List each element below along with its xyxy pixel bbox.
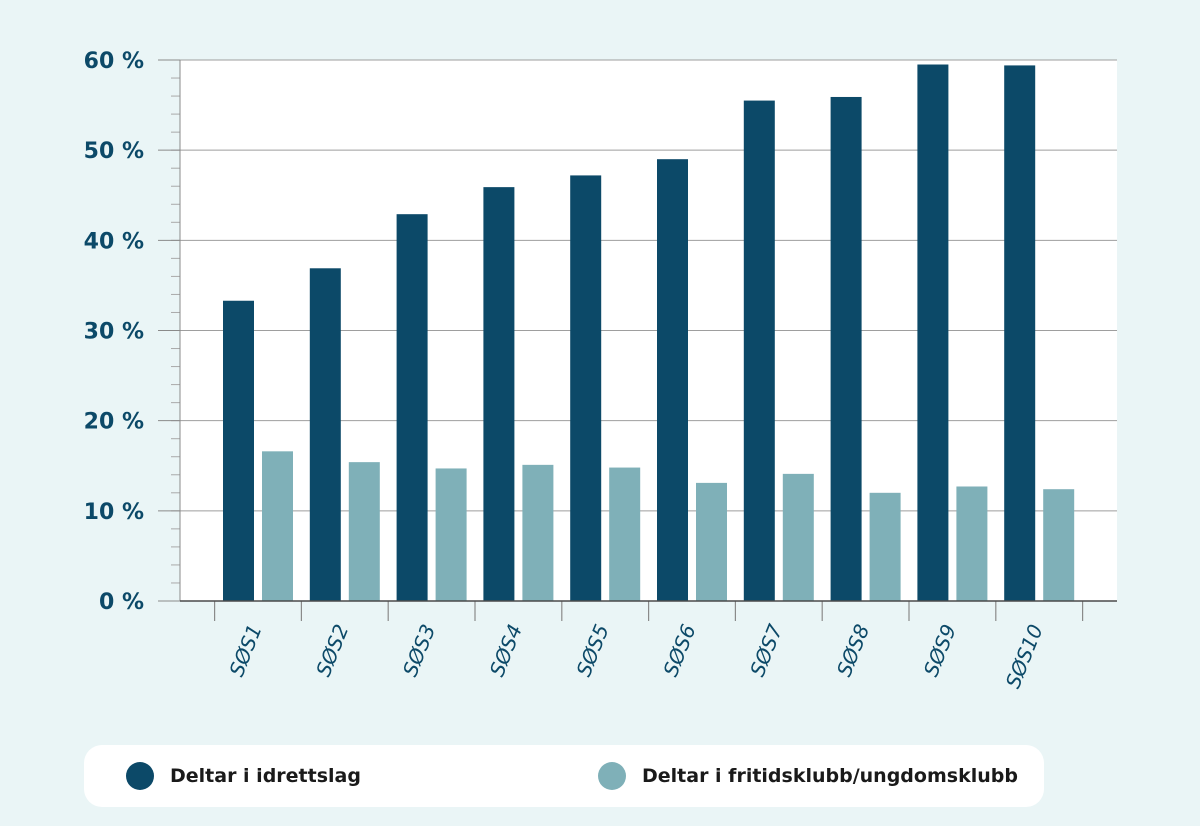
bar-idrettslag xyxy=(657,159,688,601)
x-tick-label: SØS8 xyxy=(832,621,874,680)
bar-fritidsklubb xyxy=(435,468,467,601)
bar-fritidsklubb xyxy=(609,467,641,601)
x-tick-label: SØS5 xyxy=(571,621,613,680)
legend-item-fritidsklubb: Deltar i fritidsklubb/ungdomsklubb xyxy=(598,745,1018,807)
x-tick-label: SØS4 xyxy=(485,621,527,680)
legend-label-fritidsklubb: Deltar i fritidsklubb/ungdomsklubb xyxy=(642,765,1018,787)
bar-idrettslag xyxy=(223,300,254,601)
x-tick-label: SØS6 xyxy=(658,621,700,680)
bar-fritidsklubb xyxy=(956,486,988,601)
legend-swatch-fritidsklubb xyxy=(598,762,626,790)
x-tick-label: SØS1 xyxy=(224,621,266,680)
bar-fritidsklubb xyxy=(696,482,727,601)
x-tick-label: SØS7 xyxy=(745,621,788,680)
x-tick-label: SØS3 xyxy=(398,621,440,680)
bar-fritidsklubb xyxy=(522,464,554,601)
bar-idrettslag xyxy=(743,100,775,601)
x-tick-label: SØS10 xyxy=(1001,621,1048,692)
y-tick-label: 0 % xyxy=(99,590,144,615)
legend-label-idrettslag: Deltar i idrettslag xyxy=(170,765,361,787)
y-tick-label: 50 % xyxy=(84,139,144,164)
legend-swatch-idrettslag xyxy=(126,762,154,790)
bar-fritidsklubb xyxy=(262,451,293,601)
bar-idrettslag xyxy=(396,214,428,601)
bar-fritidsklubb xyxy=(1043,489,1075,601)
y-tick-label: 60 % xyxy=(84,49,144,74)
bar-idrettslag xyxy=(309,268,341,601)
bar-idrettslag xyxy=(830,96,862,602)
bar-fritidsklubb xyxy=(869,492,901,601)
legend-item-idrettslag: Deltar i idrettslag xyxy=(126,745,361,807)
bar-idrettslag xyxy=(570,175,602,601)
bar-chart: 0 % 10 % 20 % 30 % 40 % 50 % 60 % SØS1 SØS2 SØS3 S… xyxy=(84,49,1117,692)
bar-idrettslag xyxy=(483,187,515,601)
y-tick-label: 40 % xyxy=(84,229,144,254)
y-tick-label: 20 % xyxy=(84,410,144,435)
y-tick-label: 10 % xyxy=(84,500,144,525)
y-tick-label: 30 % xyxy=(84,320,144,345)
bar-fritidsklubb xyxy=(782,473,814,601)
bar-idrettslag xyxy=(1004,65,1036,601)
bar-idrettslag xyxy=(917,64,949,602)
chart-legend: Deltar i idrettslag Deltar i fritidsklub… xyxy=(84,745,1044,807)
x-tick-label: SØS9 xyxy=(919,621,961,680)
x-tick-label: SØS2 xyxy=(311,621,353,680)
bar-fritidsklubb xyxy=(348,462,380,601)
